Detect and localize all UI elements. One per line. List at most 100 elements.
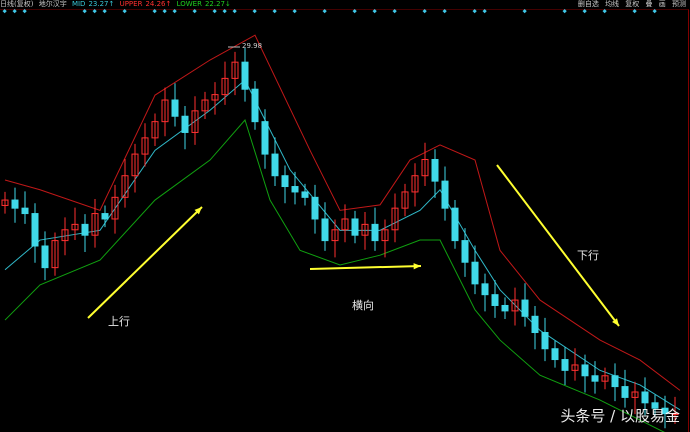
candle-down xyxy=(471,261,479,285)
signal-diamond-icon xyxy=(632,9,637,14)
candle-up xyxy=(221,77,229,96)
candle-up xyxy=(401,191,409,209)
peak-price-label: 29.98 xyxy=(242,42,263,50)
signal-diamond-icon xyxy=(22,9,27,14)
signal-diamond-icon xyxy=(522,9,527,14)
candle-down xyxy=(651,402,659,409)
candle-up xyxy=(361,223,369,236)
candle-up xyxy=(391,207,399,231)
signal-diamond-icon xyxy=(172,9,177,14)
lower-band-line xyxy=(4,119,665,432)
uptrend-arrow xyxy=(87,206,203,319)
candle-up xyxy=(141,137,149,155)
signal-diamond-icon xyxy=(232,9,237,14)
uptrend-arrow-head-icon xyxy=(194,207,202,215)
candle-up xyxy=(211,94,219,101)
watermark: 头条号 / 以股易金 xyxy=(560,407,680,425)
mid-label: MID xyxy=(71,0,86,8)
signal-diamond-icon xyxy=(252,9,257,14)
overlay-button[interactable]: 叠 xyxy=(645,0,653,8)
candle-down xyxy=(591,375,599,382)
candle-up xyxy=(121,175,129,198)
candle-down xyxy=(491,294,499,306)
candle-up xyxy=(421,158,429,177)
candle-down xyxy=(441,180,449,209)
candle-up xyxy=(61,229,69,242)
signal-diamond-icon xyxy=(652,9,657,14)
moving-average-button[interactable]: 均线 xyxy=(605,0,620,8)
candle-down xyxy=(451,207,459,242)
candle-down xyxy=(501,304,509,312)
candle-down xyxy=(181,115,189,133)
upper-label: UPPER xyxy=(119,0,143,8)
candle-down xyxy=(271,153,279,177)
adjust-button[interactable]: 复权 xyxy=(625,0,640,8)
forecast-button[interactable]: 预测 xyxy=(672,0,686,8)
candle-down xyxy=(611,375,619,388)
signal-diamond-icon xyxy=(82,9,87,14)
lower-value: 22.27↓ xyxy=(204,0,231,8)
sideways-arrow-head-icon xyxy=(413,263,421,270)
candle-down xyxy=(531,315,539,334)
candle-down xyxy=(371,223,379,242)
signal-diamond-icon xyxy=(152,9,157,14)
candle-down xyxy=(171,99,179,117)
stock-name: 地尔汉宇 xyxy=(38,0,67,8)
candle-down xyxy=(101,213,109,220)
signal-diamond-icon xyxy=(122,9,127,14)
signal-diamond-icon xyxy=(2,9,7,14)
candle-down xyxy=(641,391,649,404)
signal-diamond-icon xyxy=(222,9,227,14)
draw-button[interactable]: 画 xyxy=(658,0,666,8)
candle-up xyxy=(201,99,209,112)
candle-down xyxy=(31,213,39,247)
annotation-down: 下行 xyxy=(577,249,599,262)
candle-up xyxy=(161,99,169,123)
candle-down xyxy=(621,386,629,398)
candle-up xyxy=(111,196,119,220)
candle-down xyxy=(301,191,309,198)
signal-diamond-icon xyxy=(12,9,17,14)
candle-down xyxy=(11,199,19,209)
mid-value: 23.27↑ xyxy=(88,0,115,8)
candle-down xyxy=(21,207,29,215)
candle-down xyxy=(281,175,289,188)
candle-down xyxy=(551,348,559,361)
candle-up xyxy=(571,364,579,371)
signal-diamond-icon xyxy=(322,9,327,14)
candle-down xyxy=(81,223,89,236)
candle-down xyxy=(561,359,569,371)
signal-diamond-icon xyxy=(102,9,107,14)
candle-down xyxy=(431,158,439,182)
candle-down xyxy=(311,196,319,220)
annotation-sideways: 横向 xyxy=(352,299,374,312)
signal-diamond-icon xyxy=(372,9,377,14)
candle-up xyxy=(601,375,609,382)
toolbar: 删自选 均线 复权 叠 画 预测 xyxy=(574,0,686,9)
candle-up xyxy=(631,391,639,398)
signal-diamond-icon xyxy=(422,9,427,14)
upper-value: 24.26↑ xyxy=(145,0,172,8)
candle-down xyxy=(41,245,49,269)
downtrend-arrow xyxy=(496,164,620,327)
lower-label: LOWER xyxy=(176,0,202,8)
candle-up xyxy=(51,240,59,269)
candle-up xyxy=(671,413,679,416)
signal-diamond-icon xyxy=(602,9,607,14)
candle-down xyxy=(351,218,359,236)
period-label: 日线(复权) xyxy=(0,0,34,8)
sideways-arrow xyxy=(309,265,422,270)
signal-diamond-icon xyxy=(272,9,277,14)
candle-up xyxy=(91,213,99,236)
candle-up xyxy=(411,175,419,193)
candle-down xyxy=(581,364,589,377)
candle-down xyxy=(241,61,249,90)
candle-down xyxy=(661,407,669,415)
signal-diamond-icon xyxy=(562,9,567,14)
remove-watchlist-button[interactable]: 删自选 xyxy=(577,0,599,8)
signal-diamond-icon xyxy=(472,9,477,14)
candle-up xyxy=(191,110,199,133)
candle-down xyxy=(251,88,259,123)
indicator-header: 日线(复权) 地尔汉宇 MID 23.27↑ UPPER 24.26↑ LOWER 2… xyxy=(0,0,690,9)
